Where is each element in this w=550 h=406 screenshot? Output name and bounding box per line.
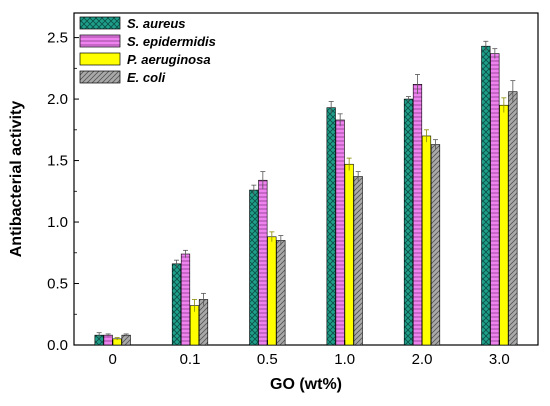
bar	[103, 334, 113, 346]
bar-group-0.5	[249, 171, 286, 346]
error-bar	[406, 96, 411, 102]
legend-item: E. coli	[79, 70, 166, 85]
legend-label: S. aureus	[127, 16, 186, 31]
bar-group-2.0	[403, 74, 441, 346]
error-bar	[510, 80, 516, 103]
error-bar	[415, 74, 420, 95]
error-bar	[105, 333, 111, 337]
bar-group-0	[94, 332, 131, 346]
error-bar	[278, 235, 284, 246]
bar	[403, 98, 414, 346]
error-bar	[260, 171, 266, 189]
legend: S. aureus S. epidermidis P. aeruginosa E. c…	[79, 16, 216, 85]
error-bar	[424, 129, 429, 143]
bar-group-3.0	[481, 40, 518, 346]
bar	[258, 179, 268, 346]
bar	[276, 240, 286, 346]
bar-group-1.0	[326, 101, 363, 346]
y-tick-label: 2.0	[47, 91, 68, 108]
error-bar	[192, 299, 197, 312]
bar	[430, 144, 441, 346]
bar	[508, 91, 518, 346]
bar	[421, 135, 432, 346]
error-bar	[355, 171, 361, 182]
axis-layer: 0 0.1 0.5 1.0 2.0 3.0 0.0 0.5 1.0 1.5 2.0 2.5	[47, 30, 510, 368]
legend-label: S. epidermidis	[127, 34, 216, 49]
bar	[121, 334, 131, 346]
bars-layer	[94, 40, 518, 346]
error-bar	[492, 48, 498, 59]
legend-swatch	[79, 70, 121, 84]
error-bar	[346, 157, 352, 171]
error-bar	[174, 259, 179, 268]
legend-item: S. aureus	[79, 16, 186, 31]
y-tick-label: 1.0	[47, 214, 68, 231]
y-axis-title: Antibacterial activity	[8, 101, 25, 258]
legend-item: S. epidermidis	[79, 34, 216, 49]
error-bar	[433, 139, 438, 150]
bar	[412, 84, 423, 346]
legend-item: P. aeruginosa	[79, 52, 211, 67]
legend-swatch	[79, 16, 121, 30]
legend-label: E. coli	[127, 70, 166, 85]
error-bar	[337, 113, 343, 127]
x-tick-label: 0	[108, 351, 116, 368]
bar	[335, 119, 345, 346]
bar	[249, 189, 259, 346]
bar	[267, 236, 277, 346]
bar	[490, 53, 500, 346]
bar	[344, 163, 354, 346]
error-bar	[123, 333, 129, 337]
bar	[171, 263, 182, 346]
x-axis-title: GO (wt%)	[270, 376, 342, 393]
bar	[180, 253, 191, 346]
legend-swatch	[79, 52, 121, 66]
legend-label: P. aeruginosa	[127, 52, 211, 67]
x-tick-label: 0.1	[180, 351, 201, 368]
error-bar	[201, 292, 206, 306]
error-bar	[251, 184, 257, 195]
error-bar	[501, 97, 507, 113]
error-bar	[183, 249, 188, 258]
error-bar	[483, 40, 489, 52]
y-tick-label: 1.5	[47, 153, 68, 170]
bar	[499, 104, 509, 346]
error-bar	[96, 332, 102, 338]
x-tick-label: 1.0	[334, 351, 355, 368]
x-tick-label: 3.0	[489, 351, 510, 368]
y-tick-label: 0.0	[47, 337, 68, 354]
bar	[198, 299, 209, 346]
bar-group-0.1	[171, 249, 209, 346]
plot-frame	[73, 12, 539, 346]
error-bar	[114, 337, 120, 341]
x-tick-label: 2.0	[412, 351, 433, 368]
x-tick-label: 0.5	[257, 351, 278, 368]
bar	[353, 176, 363, 346]
y-tick-label: 0.5	[47, 276, 68, 293]
legend-swatch	[79, 34, 121, 48]
error-bar	[269, 231, 275, 242]
error-bar	[328, 101, 334, 114]
y-tick-label: 2.5	[47, 30, 68, 47]
bar	[481, 45, 491, 346]
bar	[326, 107, 336, 346]
